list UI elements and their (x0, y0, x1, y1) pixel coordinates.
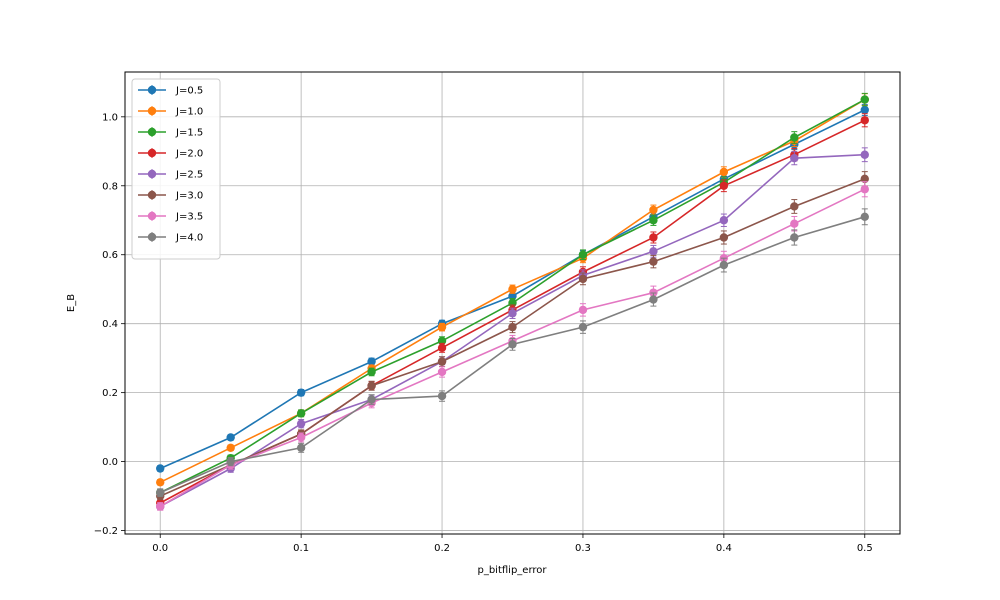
data-point (437, 391, 447, 401)
legend-entry-label: J=4.0 (175, 233, 203, 244)
y-tick-label: 0.2 (102, 388, 118, 399)
x-tick-label: 0.1 (293, 543, 309, 554)
data-point (649, 295, 658, 304)
data-point (508, 322, 517, 332)
legend-swatch-marker (147, 148, 157, 158)
data-point (296, 419, 306, 428)
data-point (508, 309, 517, 318)
legend-swatch-marker (147, 232, 157, 242)
legend-entry-label: J=3.5 (175, 212, 203, 223)
data-point (156, 502, 165, 511)
data-point (156, 478, 165, 487)
data-point (860, 95, 869, 104)
data-point (719, 167, 729, 177)
data-point (719, 216, 729, 225)
data-point (508, 285, 517, 294)
data-point (719, 260, 729, 270)
data-point (437, 367, 447, 377)
legend-swatch-marker (147, 169, 157, 179)
y-tick-label: 0.6 (102, 250, 118, 261)
data-point (860, 174, 869, 184)
data-point (790, 202, 799, 211)
data-point (226, 433, 235, 442)
legend-entry-label: J=2.0 (175, 149, 203, 160)
data-point (296, 433, 306, 442)
data-point (367, 381, 376, 390)
x-tick-label: 0.0 (152, 543, 168, 554)
y-tick-label: −0.2 (94, 526, 118, 537)
data-point (226, 443, 235, 453)
x-tick-label: 0.3 (575, 543, 591, 554)
data-point (367, 395, 376, 404)
data-point (790, 219, 799, 228)
data-point (367, 357, 376, 366)
data-point (578, 305, 588, 315)
data-point (649, 233, 658, 242)
data-point (578, 274, 588, 284)
legend-entry-label: J=3.0 (175, 191, 203, 202)
data-point (367, 367, 376, 377)
data-point (860, 150, 869, 159)
data-point (437, 343, 447, 353)
data-point (296, 388, 306, 397)
data-point (790, 233, 799, 242)
plot-frame (124, 71, 901, 535)
data-point (719, 181, 729, 190)
data-point (437, 357, 447, 366)
series-J=4.0 (156, 208, 869, 497)
data-point (649, 247, 658, 256)
x-tick-label: 0.4 (716, 543, 732, 554)
y-tick-label: 0.8 (102, 181, 118, 192)
legend-swatch-marker (147, 211, 157, 221)
y-tick-label: 1.0 (102, 112, 118, 123)
data-point (156, 464, 165, 473)
legend-entry-label: J=2.5 (175, 170, 203, 181)
data-point (508, 340, 517, 349)
series-layer (156, 92, 869, 511)
data-point (860, 212, 869, 222)
legend-swatch-marker (147, 127, 157, 137)
y-tick-label: 0.4 (102, 319, 118, 330)
data-point (860, 105, 869, 115)
data-point (296, 443, 306, 453)
data-point (437, 322, 447, 332)
data-point (578, 322, 588, 332)
data-point (649, 216, 658, 225)
y-axis-label: E_B (66, 294, 77, 312)
data-point (156, 488, 165, 497)
data-point (578, 250, 588, 259)
data-point (719, 233, 729, 242)
data-point (226, 457, 235, 466)
y-tick-label: 0.0 (102, 457, 118, 468)
legend-entry-label: J=1.5 (175, 128, 203, 139)
data-point (296, 409, 306, 418)
data-point (860, 185, 869, 194)
x-tick-label: 0.2 (434, 543, 450, 554)
legend-entry-label: J=0.5 (175, 86, 203, 97)
data-point (649, 257, 658, 266)
legend: J=0.5 J=1.0 J=1.5 J=2.0 J=2.5 J=3.0 J=3.5 J=4.0 (131, 78, 221, 260)
data-point (790, 153, 799, 163)
x-tick-label: 0.5 (857, 543, 873, 554)
legend-swatch-marker (147, 106, 157, 116)
data-point (790, 133, 799, 142)
x-axis-label: p_bitflip_error (477, 565, 547, 576)
legend-swatch-marker (147, 190, 157, 200)
legend-swatch-marker (147, 85, 157, 95)
axis-ticks: 0.0 0.1 0.2 0.3 0.4 0.5 −0.2 0.0 0.2 0.4 0.6 0.8 1.0 (94, 112, 873, 554)
data-point (860, 116, 869, 125)
legend-entry-label: J=1.0 (175, 107, 203, 118)
data-point (649, 205, 658, 215)
